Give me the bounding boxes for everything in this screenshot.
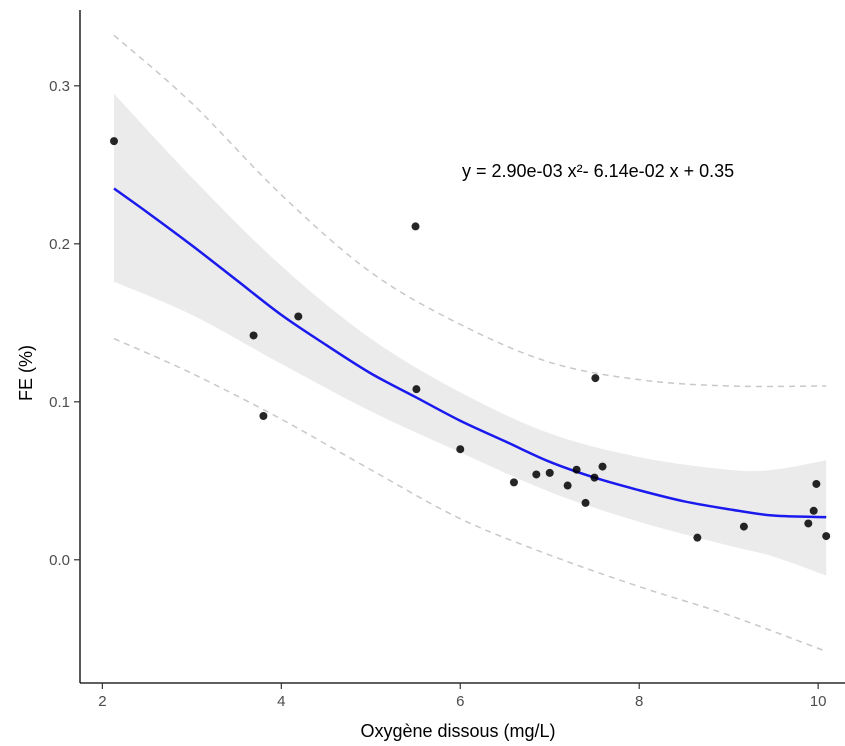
prediction-band	[113, 34, 827, 653]
data-point	[509, 478, 518, 487]
data-point	[456, 445, 465, 454]
fit-equation: y = 2.90e-03 x²- 6.14e-02 x + 0.35	[462, 161, 734, 181]
x-axis-ticks: 2 4 6 8 10	[98, 683, 827, 710]
data-point	[739, 522, 748, 531]
data-point	[412, 385, 421, 394]
y-tick-label: 0.1	[49, 394, 70, 411]
data-point	[822, 532, 831, 541]
scatter-points	[110, 137, 831, 542]
x-tick-label: 4	[277, 693, 285, 710]
data-point	[110, 137, 118, 146]
x-tick-label: 2	[98, 693, 106, 710]
y-tick-label: 0.3	[49, 78, 70, 95]
y-tick-label: 0.0	[49, 552, 70, 569]
data-point	[532, 470, 541, 479]
x-axis-title: Oxygène dissous (mg/L)	[360, 721, 555, 741]
y-tick-label: 0.2	[49, 236, 70, 253]
data-point	[563, 481, 572, 490]
prediction-band-lower	[113, 337, 827, 653]
axes	[79, 10, 845, 684]
prediction-band-upper	[113, 34, 827, 388]
x-tick-label: 6	[456, 693, 464, 710]
data-point	[581, 498, 590, 507]
data-point	[693, 533, 702, 542]
data-point	[249, 331, 258, 340]
data-point	[545, 468, 554, 477]
fit-line	[113, 187, 827, 519]
data-point	[598, 462, 607, 471]
data-point	[804, 519, 813, 528]
data-point	[294, 312, 303, 321]
data-point	[809, 506, 818, 515]
y-axis-ticks: 0.0 0.1 0.2 0.3	[49, 78, 80, 569]
data-point	[259, 412, 268, 421]
x-tick-label: 8	[635, 693, 643, 710]
data-point	[591, 374, 600, 383]
fit-curve	[113, 187, 827, 519]
y-axis-title: FE (%)	[16, 345, 36, 401]
data-point	[812, 479, 821, 488]
data-point	[590, 473, 599, 482]
data-point	[572, 465, 581, 474]
x-tick-label: 10	[810, 693, 827, 710]
data-point	[411, 222, 420, 231]
